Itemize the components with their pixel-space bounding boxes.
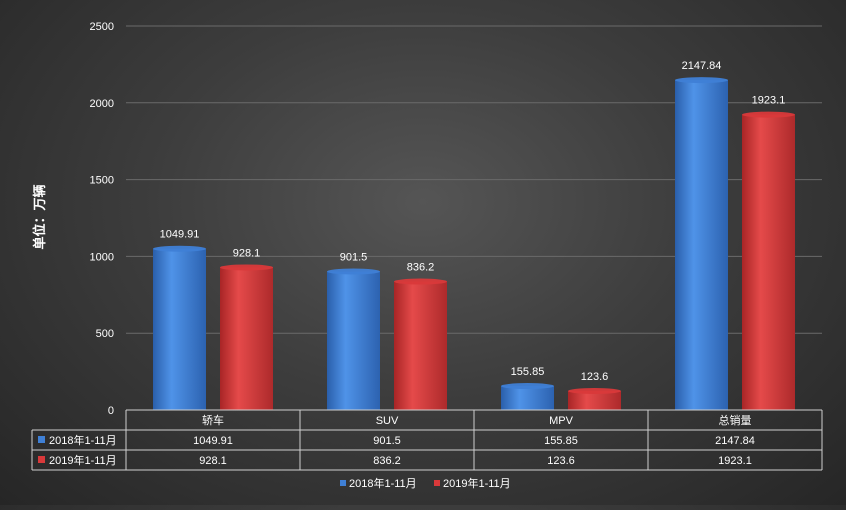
data-label-s0-1: 901.5 <box>340 252 368 264</box>
y-tick-label-1000: 1000 <box>90 251 114 263</box>
bar-cap-s1-3 <box>742 111 795 118</box>
legend-label-s1: 2019年1-11月 <box>443 476 511 490</box>
category-label-0: 轿车 <box>202 413 224 427</box>
category-label-3: 总销量 <box>719 413 752 427</box>
data-label-s1-0: 928.1 <box>233 247 261 259</box>
table-legend-key-s0 <box>38 436 45 443</box>
bar-s1-0 <box>220 267 273 410</box>
y-axis-title: 单位：万辆 <box>32 184 47 249</box>
bar-s1-3 <box>742 114 795 410</box>
y-tick-label-2500: 2500 <box>90 21 114 33</box>
data-label-s1-1: 836.2 <box>407 262 435 274</box>
bar-s0-1 <box>327 271 380 410</box>
data-label-s1-3: 1923.1 <box>752 95 786 107</box>
bar-s0-0 <box>153 248 206 410</box>
table-cell-s1-2: 123.6 <box>547 455 575 467</box>
y-tick-label-2000: 2000 <box>90 98 114 110</box>
table-cell-s0-0: 1049.91 <box>193 435 233 447</box>
table-series-name-s0: 2018年1-11月 <box>49 433 117 447</box>
bar-cap-s0-1 <box>327 268 380 275</box>
bar-cap-s1-0 <box>220 264 273 271</box>
bar-s0-3 <box>675 80 728 411</box>
y-tick-label-0: 0 <box>108 405 114 417</box>
table-cell-s0-3: 2147.84 <box>715 435 755 447</box>
data-label-s0-2: 155.85 <box>511 366 545 378</box>
data-label-s1-2: 123.6 <box>581 371 609 383</box>
table-cell-s0-1: 901.5 <box>373 435 401 447</box>
legend-label-s0: 2018年1-11月 <box>349 476 417 490</box>
table-cell-s1-1: 836.2 <box>373 455 401 467</box>
bar-cap-s0-2 <box>501 383 554 390</box>
bar-cap-s1-2 <box>568 388 621 395</box>
table-cell-s1-3: 1923.1 <box>718 455 752 467</box>
category-label-2: MPV <box>549 415 574 427</box>
bar-cap-s0-3 <box>675 77 728 84</box>
legend-key-s1 <box>434 480 440 486</box>
table-cell-s1-0: 928.1 <box>199 455 227 467</box>
bar-s1-1 <box>394 281 447 410</box>
bar-s1-2 <box>568 391 621 410</box>
table-cell-s0-2: 155.85 <box>544 435 578 447</box>
table-series-name-s1: 2019年1-11月 <box>49 453 117 467</box>
y-tick-label-500: 500 <box>96 328 114 340</box>
bar-cap-s1-1 <box>394 278 447 285</box>
table-legend-key-s1 <box>38 456 45 463</box>
y-tick-label-1500: 1500 <box>90 175 114 187</box>
data-label-s0-3: 2147.84 <box>682 60 722 72</box>
bar-cap-s0-0 <box>153 245 206 252</box>
legend-key-s0 <box>340 480 346 486</box>
data-label-s0-0: 1049.91 <box>160 229 200 241</box>
bar-s0-2 <box>501 386 554 410</box>
category-label-1: SUV <box>376 415 399 427</box>
